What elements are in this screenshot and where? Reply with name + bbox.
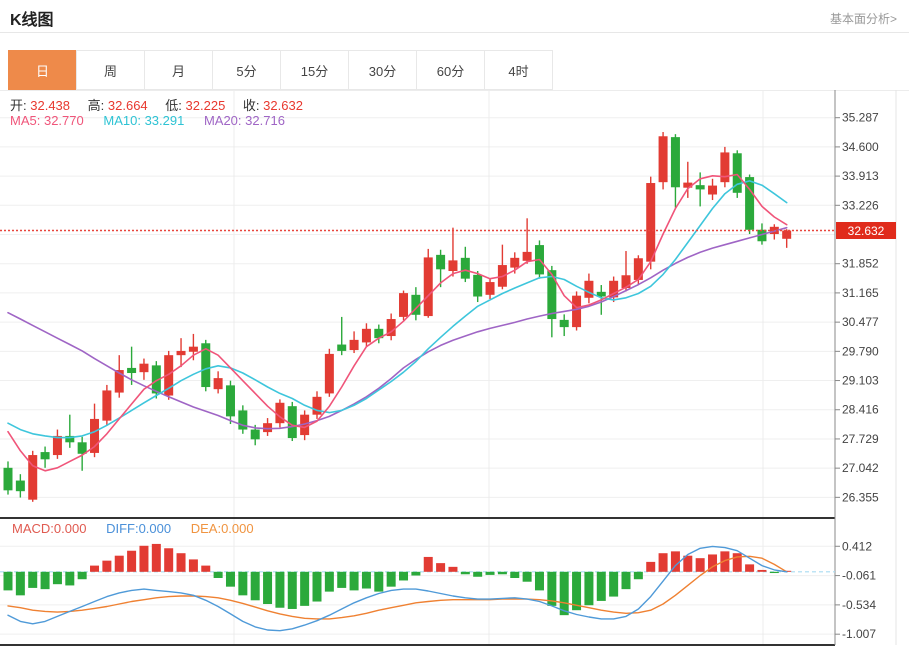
- close-value: 32.632: [263, 98, 303, 113]
- svg-text:27.729: 27.729: [842, 432, 879, 446]
- svg-text:34.600: 34.600: [842, 140, 879, 154]
- low-label: 低:: [165, 98, 182, 113]
- svg-text:31.165: 31.165: [842, 286, 879, 300]
- tab-5min[interactable]: 5分: [212, 50, 281, 90]
- svg-text:29.790: 29.790: [842, 344, 879, 358]
- fundamental-analysis-link[interactable]: 基本面分析>: [829, 12, 897, 26]
- tab-week[interactable]: 周: [76, 50, 145, 90]
- tab-30min[interactable]: 30分: [348, 50, 417, 90]
- svg-text:-1.007: -1.007: [842, 627, 876, 641]
- svg-text:33.226: 33.226: [842, 198, 879, 212]
- current-price-badge: 32.632: [836, 222, 896, 239]
- dea-value-readout: DEA:0.000: [190, 521, 254, 536]
- svg-text:-0.061: -0.061: [842, 569, 876, 583]
- tab-4hour[interactable]: 4时: [484, 50, 553, 90]
- tab-month[interactable]: 月: [144, 50, 213, 90]
- svg-text:27.042: 27.042: [842, 461, 879, 475]
- open-label: 开:: [10, 98, 27, 113]
- open-value: 32.438: [30, 98, 71, 113]
- tab-60min[interactable]: 60分: [416, 50, 485, 90]
- svg-text:0.412: 0.412: [842, 539, 872, 553]
- header-divider: [0, 32, 909, 33]
- page-title: K线图: [10, 12, 54, 29]
- tab-15min[interactable]: 15分: [280, 50, 349, 90]
- tabbar-divider: [0, 90, 909, 91]
- svg-text:-0.534: -0.534: [842, 598, 876, 612]
- macd-readout: MACD:0.000 DIFF:0.000 DEA:0.000: [12, 521, 254, 536]
- ma5-readout: MA5: 32.770: [10, 113, 84, 128]
- interval-tabs: 日周月 5分 15分 30分 60分 4时: [8, 50, 553, 90]
- ma-readout: MA5: 32.770 MA10: 33.291 MA20: 32.716: [10, 113, 285, 128]
- svg-text:28.416: 28.416: [842, 403, 879, 417]
- svg-text:26.355: 26.355: [842, 490, 879, 504]
- svg-text:30.477: 30.477: [842, 315, 879, 329]
- macd-value-readout: MACD:0.000: [12, 521, 87, 536]
- svg-text:31.852: 31.852: [842, 257, 879, 271]
- ma20-readout: MA20: 32.716: [203, 113, 285, 128]
- low-value: 32.225: [185, 98, 226, 113]
- diff-value-readout: DIFF:0.000: [106, 521, 172, 536]
- tab-day[interactable]: 日: [8, 50, 77, 90]
- high-label: 高:: [87, 98, 105, 113]
- ma10-readout: MA10: 33.291: [103, 113, 185, 128]
- svg-text:29.103: 29.103: [842, 374, 879, 388]
- close-label: 收:: [242, 98, 260, 113]
- ohlc-readout: 开: 32.438 高: 32.664 低: 32.225 收: 32.632: [10, 95, 317, 114]
- svg-text:35.287: 35.287: [842, 111, 879, 125]
- svg-text:33.913: 33.913: [842, 169, 879, 183]
- high-value: 32.664: [107, 98, 148, 113]
